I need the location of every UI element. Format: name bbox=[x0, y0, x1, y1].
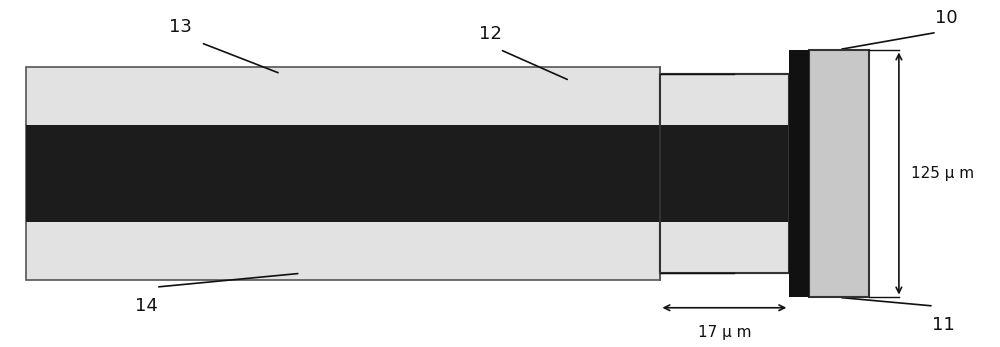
Text: 11: 11 bbox=[932, 316, 955, 335]
Text: 10: 10 bbox=[935, 9, 958, 27]
Text: 60 μ m: 60 μ m bbox=[739, 166, 793, 181]
Text: 17 μ m: 17 μ m bbox=[698, 325, 751, 340]
Text: 14: 14 bbox=[135, 297, 157, 315]
Text: 13: 13 bbox=[169, 18, 192, 36]
Text: 125 μ m: 125 μ m bbox=[911, 166, 974, 181]
Bar bbox=[789, 50, 809, 297]
Text: 12: 12 bbox=[479, 25, 501, 43]
Bar bbox=[660, 74, 789, 125]
Bar bbox=[26, 67, 660, 280]
Bar bbox=[660, 74, 789, 273]
Bar bbox=[809, 50, 869, 297]
Bar bbox=[26, 125, 660, 222]
Bar bbox=[660, 125, 789, 222]
Bar bbox=[660, 74, 789, 273]
Bar bbox=[660, 222, 789, 273]
